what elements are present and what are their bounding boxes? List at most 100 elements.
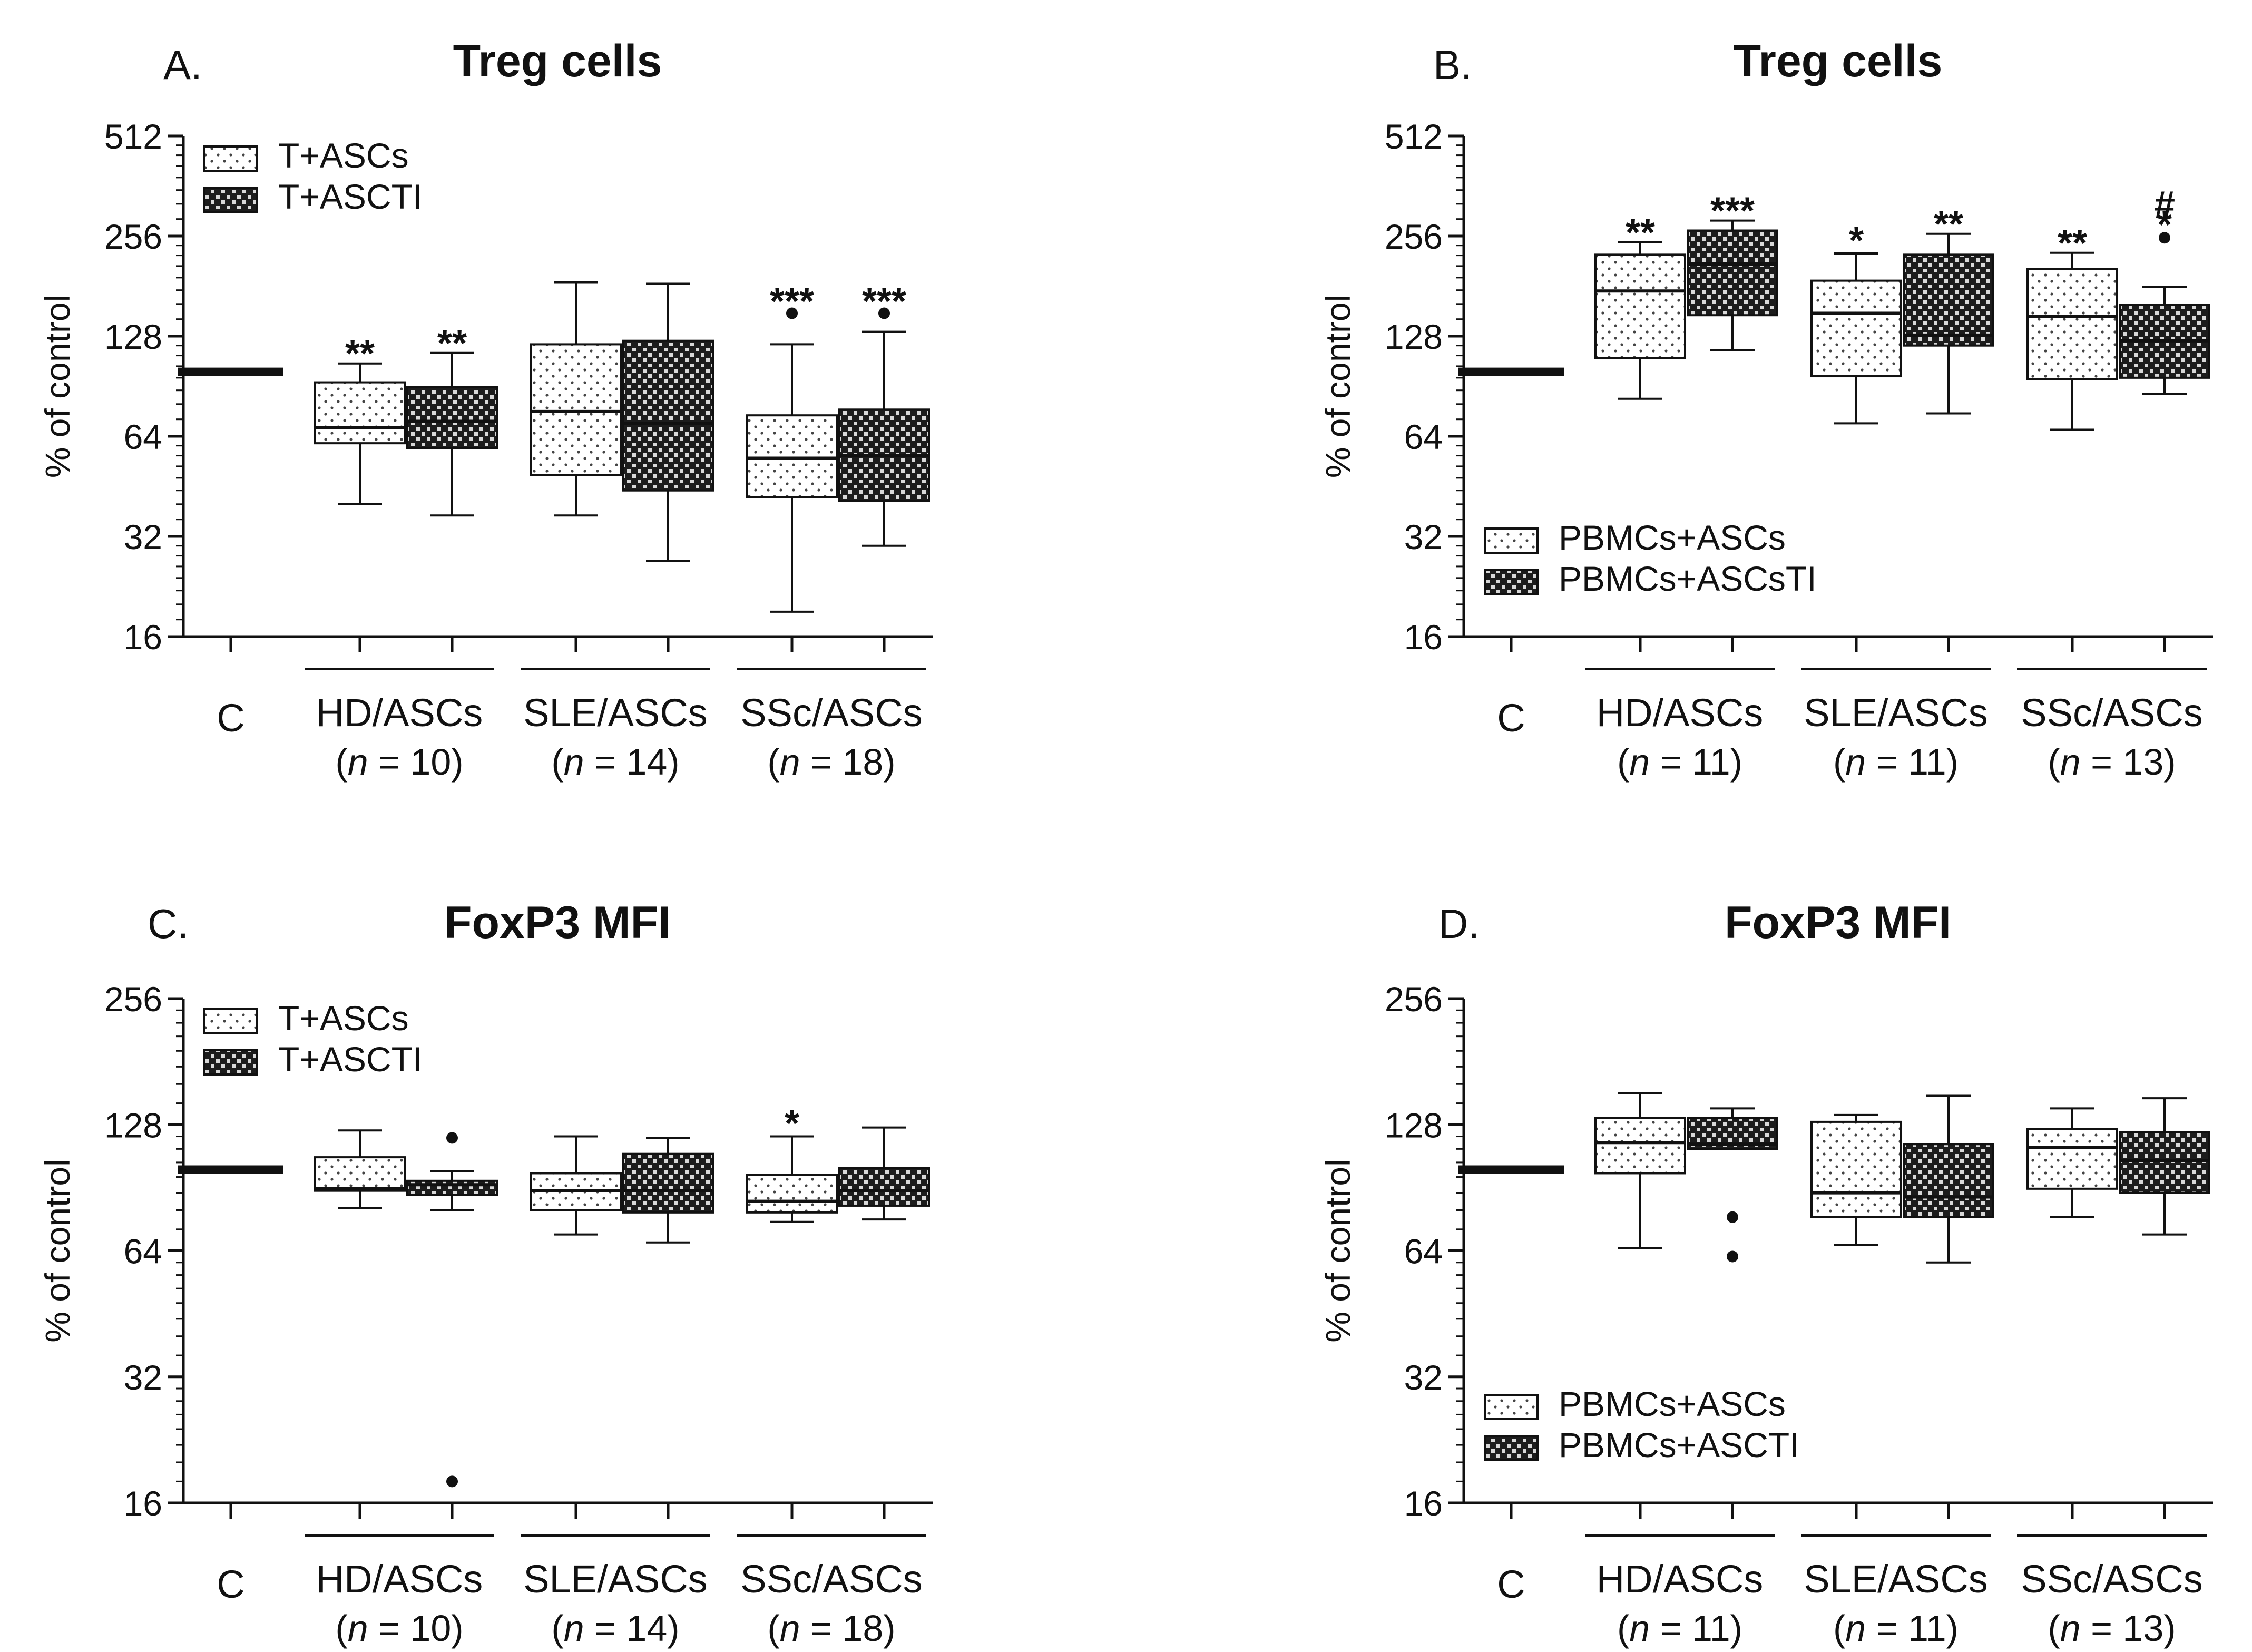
n-prefix: ( [335,741,347,783]
n-suffix: = 13) [2081,741,2176,783]
group-label: SSc/ASCs [2021,691,2202,735]
significance-label: * [1849,220,1864,262]
group-n-label: (n = 18) [767,741,895,783]
y-tick-label: 256 [1385,217,1443,256]
y-tick-label: 32 [124,1358,162,1397]
n-variable: n [780,1608,800,1649]
n-variable: n [1629,741,1650,783]
chart-title: Treg cells [453,36,662,86]
chart-title: FoxP3 MFI [1725,897,1951,948]
legend-label: PBMCs+ASCs [1559,1384,1786,1423]
panel-letter: A. [163,42,202,88]
n-suffix: = 10) [368,1608,464,1649]
box-iqr [622,1152,714,1214]
legend-label: PBMCs+ASCs [1559,518,1786,557]
n-suffix: = 11) [1866,741,1959,783]
y-tick-label: 16 [124,618,162,657]
outlier-point [446,1475,458,1488]
box-iqr [530,343,622,476]
chart-title: FoxP3 MFI [444,897,671,948]
box-iqr [314,381,406,445]
panel-letter: D. [1438,901,1480,947]
group-n-label: (n = 18) [767,1608,895,1649]
n-variable: n [1629,1608,1650,1649]
y-tick-label: 32 [1404,517,1443,556]
group-label: SLE/ASCs [1804,1557,1988,1601]
group-n-label: (n = 10) [335,741,463,783]
panel-c-foxp3-mfi: FoxP3 MFI C. 16 32 64 128 256 % of control C * HD/… [38,897,933,1649]
n-prefix: ( [335,1608,347,1649]
n-prefix: ( [1833,741,1845,783]
y-tick-label: 64 [124,1232,162,1271]
y-tick-label: 128 [1385,317,1443,356]
hash-label: # [2154,184,2175,226]
n-variable: n [2060,1608,2081,1649]
group-n-label: (n = 13) [2048,741,2176,783]
legend-swatch-checkered [1484,569,1539,595]
group-n-label: (n = 11) [1833,741,1959,783]
significance-label: ** [2058,222,2087,265]
box-iqr [314,1156,406,1192]
control-label: C [217,1562,244,1606]
box-iqr [1903,1143,1994,1218]
legend-label: PBMCs+ASCTI [1559,1425,1799,1464]
n-variable: n [348,1608,368,1649]
n-suffix: = 10) [368,741,464,783]
group-label: SLE/ASCs [523,691,708,735]
n-variable: n [564,1608,584,1649]
significance-label: *** [862,281,906,323]
outlier-point [786,307,798,319]
control-label: C [1497,696,1525,740]
box-iqr [1810,1120,1902,1218]
group-label: HD/ASCs [316,691,483,735]
box-iqr [406,386,498,449]
n-suffix: = 14) [584,1608,680,1649]
panel-letter: C. [148,901,189,947]
significance-label: * [2157,204,2172,246]
y-axis-label: % of control [1318,1159,1357,1343]
box-iqr [1903,253,1994,347]
group-n-label: (n = 11) [1617,741,1742,783]
n-prefix: ( [767,1608,779,1649]
n-suffix: = 14) [584,741,680,783]
n-suffix: = 11) [1866,1608,1959,1649]
legend-label: T+ASCs [278,136,409,175]
n-prefix: ( [1833,1608,1845,1649]
group-n-label: (n = 14) [551,741,679,783]
y-tick-label: 256 [104,980,162,1019]
significance-label: ** [345,333,375,375]
group-n-label: (n = 14) [551,1608,679,1649]
panel-a-treg-cells: Treg cells A. 16 32 64 128 256 512 % of control C… [38,36,933,783]
n-variable: n [780,741,800,783]
significance-label: *** [1710,190,1755,232]
group-label: SLE/ASCs [523,1557,708,1601]
significance-label: ** [1934,203,1963,246]
group-n-label: (n = 11) [1833,1608,1959,1649]
group-label: HD/ASCs [1597,691,1764,735]
n-prefix: ( [2048,1608,2060,1649]
outlier-point [1727,1250,1738,1263]
y-tick-label: 512 [1385,117,1443,156]
group-n-label: (n = 10) [335,1608,463,1649]
box-iqr [1594,1117,1686,1175]
y-tick-label: 128 [104,317,162,356]
n-suffix: = 11) [1650,741,1742,783]
y-tick-label: 64 [1404,417,1443,456]
box-iqr [2026,1128,2118,1190]
box-iqr [622,339,714,492]
significance-label: ** [1626,212,1655,254]
n-suffix: = 13) [2081,1608,2176,1649]
group-label: SSc/ASCs [740,691,922,735]
legend-swatch-checkered [1484,1435,1539,1461]
n-prefix: ( [1617,1608,1629,1649]
y-tick-label: 16 [1404,1484,1443,1523]
box-iqr [746,1174,838,1214]
n-suffix: = 18) [800,1608,896,1649]
panel-d-foxp3-mfi: FoxP3 MFI D. 16 32 64 128 256 % of control C HD/A… [1318,897,2213,1649]
box-iqr [838,1167,930,1207]
legend-swatch-dotted [203,145,258,172]
group-label: HD/ASCs [1597,1557,1764,1601]
outlier-point [2159,232,2170,244]
n-variable: n [1845,1608,1866,1649]
